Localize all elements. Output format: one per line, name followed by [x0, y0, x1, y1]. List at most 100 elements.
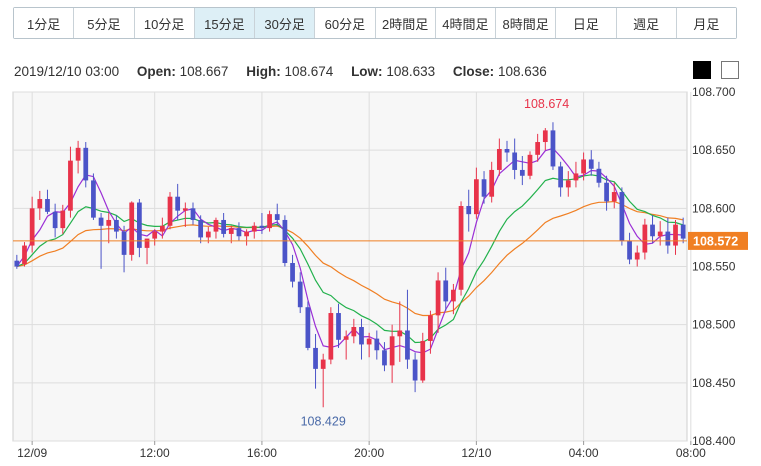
y-tick-label: 108.550 [692, 260, 736, 274]
candle-body [405, 330, 410, 360]
high-annotation: 108.674 [524, 97, 569, 111]
candle-body [382, 350, 387, 366]
candle-body [328, 313, 334, 360]
x-tick-label: 12/09 [17, 446, 47, 460]
candle-body [106, 219, 112, 226]
candle-body [596, 168, 602, 183]
candle-body [251, 225, 257, 232]
candle-body [535, 142, 541, 155]
current-price-tag [688, 231, 748, 250]
x-tick-label: 12:00 [140, 446, 170, 460]
tab-monthly[interactable]: 月足 [676, 8, 736, 38]
candle-body [420, 340, 426, 381]
candle-body [604, 182, 609, 202]
candle-body [205, 231, 211, 238]
candle-body [611, 192, 617, 202]
candle-body [14, 260, 20, 267]
candle-body [198, 219, 204, 238]
candle-body [366, 338, 372, 345]
candle-body [573, 173, 579, 181]
candle-body [504, 149, 510, 153]
candle-body [458, 206, 464, 290]
ohlc-readout: 2019/12/10 03:00 Open: 108.667 High: 108… [14, 64, 547, 79]
candle-body [443, 280, 449, 302]
candle-body [680, 224, 686, 239]
candle-body [22, 245, 27, 265]
candle-body [297, 281, 303, 308]
candle-body [68, 160, 73, 211]
candle-body [152, 231, 158, 239]
candle-body [121, 231, 127, 255]
candle-body [428, 315, 433, 341]
close-value: 108.636 [497, 64, 547, 79]
tab-15min[interactable]: 15分足 [194, 8, 255, 38]
candle-body [91, 180, 96, 218]
candle-body [45, 199, 50, 212]
candle-body [634, 252, 640, 260]
tab-4hour[interactable]: 4時間足 [435, 8, 496, 38]
low-value: 108.633 [386, 64, 436, 79]
candle-body [351, 326, 357, 337]
candle-body [182, 208, 188, 211]
candle-body [213, 219, 219, 232]
tab-5min[interactable]: 5分足 [74, 8, 135, 38]
candle-body [642, 224, 648, 253]
candle-body [588, 159, 594, 169]
candle-body [290, 263, 295, 282]
candle-body [496, 149, 502, 170]
candle-body [313, 347, 318, 369]
candle-body [581, 159, 586, 174]
tab-60min[interactable]: 60分足 [315, 8, 376, 38]
dark-theme-button[interactable] [693, 61, 711, 79]
candle-body [98, 217, 104, 226]
candle-body [37, 199, 43, 209]
candle-body [167, 196, 173, 226]
candle-body [320, 359, 326, 369]
candle-body [359, 326, 364, 345]
candle-body [129, 202, 135, 255]
candle-body [228, 228, 234, 234]
candle-body [52, 211, 58, 229]
light-theme-button[interactable] [721, 61, 739, 79]
candle-body [519, 169, 525, 176]
tab-8hour[interactable]: 8時間足 [496, 8, 557, 38]
tab-1min[interactable]: 1分足 [14, 8, 75, 38]
candle-body [83, 147, 89, 181]
candle-body [451, 289, 456, 302]
y-tick-label: 108.450 [692, 376, 736, 390]
tab-daily[interactable]: 日足 [556, 8, 617, 38]
y-tick-label: 108.500 [692, 318, 736, 332]
candle-body [190, 208, 196, 220]
tab-30min[interactable]: 30分足 [255, 8, 316, 38]
current-price-label: 108.572 [693, 234, 738, 248]
close-label: Close: [452, 64, 495, 79]
tab-2hour[interactable]: 2時間足 [375, 8, 436, 38]
candle-body [305, 307, 311, 348]
tab-10min[interactable]: 10分足 [134, 8, 195, 38]
candle-body [221, 219, 226, 234]
high-label: High: [246, 64, 281, 79]
ma-mid-line [16, 174, 684, 344]
candle-body [159, 225, 165, 232]
candle-body [336, 313, 341, 340]
y-tick-label: 108.600 [692, 201, 736, 215]
candle-body [244, 231, 249, 237]
x-tick-label: 04:00 [569, 446, 599, 460]
candle-body [259, 225, 265, 229]
candle-body [412, 359, 418, 381]
candle-body [343, 336, 349, 340]
low-annotation: 108.429 [301, 414, 346, 428]
y-tick-label: 108.400 [692, 434, 736, 448]
ma-short-line [16, 147, 684, 354]
candle-body [558, 166, 563, 188]
tab-weekly[interactable]: 週足 [616, 8, 677, 38]
candle-body [619, 192, 625, 241]
candle-body [374, 338, 380, 351]
candle-body [282, 219, 288, 264]
candle-body [236, 228, 242, 237]
y-tick-label: 108.700 [692, 85, 736, 99]
candle-body [650, 224, 655, 237]
candle-body [550, 130, 556, 167]
x-tick-label: 08:00 [676, 446, 706, 460]
